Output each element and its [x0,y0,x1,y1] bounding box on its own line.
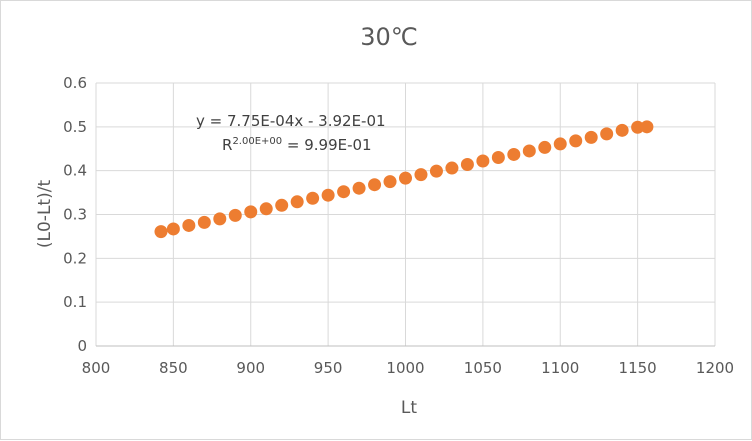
data-point [476,154,490,168]
data-point [368,178,382,192]
data-point [306,191,320,205]
x-tick-label: 1150 [619,359,657,377]
data-points [154,120,654,239]
data-point [399,171,412,185]
data-point [522,144,536,158]
data-point [259,202,273,216]
data-point [337,185,351,199]
data-point [352,181,366,195]
x-tick-label: 1050 [464,359,502,377]
x-axis-ticks: 800 850 900 950 1000 1050 1100 1150 1200 [82,359,734,377]
y-tick-label: 0.1 [63,293,87,311]
data-point [569,134,583,148]
data-point [414,168,428,182]
data-point [553,137,567,151]
data-point [154,225,168,239]
data-point [244,205,258,219]
y-tick-label: 0.5 [63,118,87,136]
r-squared-value: = 9.99E-01 [282,136,371,154]
data-point [228,208,242,222]
r-squared-label: R2.00E+00 = 9.99E-01 [222,136,372,154]
data-point [584,130,598,144]
data-point [166,222,180,236]
data-point [600,127,614,141]
data-point [290,195,304,209]
r-squared-prefix: R [222,136,232,154]
y-tick-label: 0.6 [63,74,87,92]
data-point [491,151,505,165]
x-tick-label: 950 [314,359,343,377]
y-axis-ticks: 0 0.1 0.2 0.3 0.4 0.5 0.6 [63,74,87,355]
y-tick-label: 0.4 [63,162,87,180]
x-tick-label: 900 [236,359,265,377]
data-point [631,120,645,134]
data-point [445,161,459,175]
y-tick-label: 0.3 [63,206,87,224]
data-point [197,215,211,229]
data-point [383,175,397,189]
x-tick-label: 1100 [541,359,579,377]
data-point [615,123,629,137]
chart-title: 30℃ [360,23,418,51]
x-tick-label: 1000 [386,359,424,377]
data-point [507,147,521,161]
x-tick-label: 850 [159,359,188,377]
data-point [429,164,443,178]
gridlines [95,82,716,347]
data-point [640,120,654,134]
data-point [460,158,474,172]
y-tick-label: 0.2 [63,249,87,267]
data-point [213,212,227,226]
x-axis-title: Lt [401,398,417,418]
data-point [182,218,196,232]
data-point [538,140,552,154]
trendline-equation: y = 7.75E-04x - 3.92E-01 [196,112,386,130]
x-tick-label: 1200 [696,359,734,377]
y-tick-label: 0 [77,337,87,355]
r-squared-exponent: 2.00E+00 [232,136,282,147]
x-tick-label: 800 [82,359,111,377]
data-point [275,198,289,212]
data-point [321,188,335,202]
y-axis-title: (L0-Lt)/t [35,180,55,249]
